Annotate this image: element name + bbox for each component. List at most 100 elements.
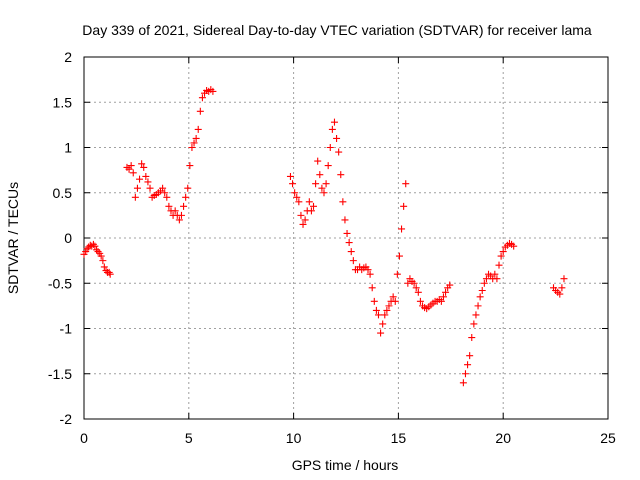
data-point <box>127 162 135 170</box>
data-point <box>324 162 332 170</box>
data-point <box>474 302 482 310</box>
y-tick-label: 2 <box>64 49 72 65</box>
data-point <box>86 241 94 249</box>
y-tick-label: 1.5 <box>53 94 73 110</box>
data-point <box>307 207 315 215</box>
data-point <box>106 270 114 278</box>
y-tick-label: 0 <box>64 230 72 246</box>
data-point <box>159 184 167 192</box>
data-segment-4 <box>459 239 518 387</box>
data-point <box>100 263 108 271</box>
data-point <box>305 198 313 206</box>
data-point <box>177 211 185 219</box>
data-point <box>472 311 480 319</box>
data-point <box>468 334 476 342</box>
data-point <box>175 216 183 224</box>
data-point <box>163 193 171 201</box>
data-segment-5 <box>550 275 568 298</box>
data-point <box>364 266 372 274</box>
data-point <box>470 320 478 328</box>
data-point <box>466 352 474 360</box>
data-point <box>209 87 217 95</box>
data-point <box>146 184 154 192</box>
data-point <box>510 242 518 250</box>
data-point <box>330 118 338 126</box>
data-point <box>410 279 418 287</box>
data-point <box>295 198 303 206</box>
data-point <box>400 202 408 210</box>
data-point <box>289 180 297 188</box>
data-point <box>402 180 410 188</box>
data-point <box>482 275 490 283</box>
data-point <box>343 229 351 237</box>
data-point <box>136 175 144 183</box>
data-point <box>320 189 328 197</box>
data-point <box>192 134 200 142</box>
axis-ticks <box>83 56 609 420</box>
y-tick-label: -0.5 <box>48 275 72 291</box>
data-point <box>391 297 399 305</box>
data-point <box>312 180 320 188</box>
y-axis-label: SDTVAR / TECUs <box>5 182 21 294</box>
data-point <box>379 320 387 328</box>
x-tick-label: 0 <box>80 430 88 446</box>
data-point <box>395 252 403 260</box>
data-point <box>333 134 341 142</box>
data-point <box>129 169 137 177</box>
data-point <box>345 239 353 247</box>
data-point <box>180 202 188 210</box>
data-point <box>385 302 393 310</box>
data-point <box>461 370 469 378</box>
data-point <box>301 216 309 224</box>
x-tick-label: 20 <box>495 430 511 446</box>
data-point <box>497 252 505 260</box>
data-point <box>349 257 357 265</box>
data-point <box>316 171 324 179</box>
data-point <box>368 284 376 292</box>
data-point <box>328 125 336 133</box>
data-point <box>196 107 204 115</box>
data-point <box>125 165 133 173</box>
data-point <box>412 284 420 292</box>
data-point <box>339 198 347 206</box>
data-point <box>499 248 507 256</box>
data-point <box>138 160 146 168</box>
data-point <box>370 297 378 305</box>
grid-lines <box>83 56 609 420</box>
chart-title: Day 339 of 2021, Sidereal Day-to-day VTE… <box>82 22 592 38</box>
data-point <box>198 94 206 102</box>
data-point <box>297 211 305 219</box>
data-point <box>184 184 192 192</box>
y-tick-label: -2 <box>60 411 73 427</box>
data-point <box>337 171 345 179</box>
data-point <box>560 275 568 283</box>
data-segment-2 <box>123 86 217 224</box>
data-point <box>144 178 152 186</box>
x-tick-labels: 0 5 10 15 20 25 <box>80 430 616 446</box>
data-point <box>381 311 389 319</box>
data-point <box>464 361 472 369</box>
data-point <box>383 306 391 314</box>
data-point <box>459 379 467 387</box>
data-point <box>439 293 447 301</box>
data-point <box>93 246 101 254</box>
data-point <box>322 180 330 188</box>
data-point <box>493 275 501 283</box>
data-point <box>182 193 190 201</box>
data-point <box>341 216 349 224</box>
data-point <box>495 261 503 269</box>
data-point <box>374 311 382 319</box>
data-point <box>414 288 422 296</box>
y-tick-label: -1.5 <box>48 366 72 382</box>
data-point <box>393 270 401 278</box>
x-tick-label: 5 <box>185 430 193 446</box>
data-point <box>133 184 141 192</box>
data-point <box>299 220 307 228</box>
x-axis-label: GPS time / hours <box>292 457 399 473</box>
data-point <box>437 297 445 305</box>
y-tick-label: -1 <box>60 321 73 337</box>
data-point <box>94 248 102 256</box>
data-point <box>291 189 299 197</box>
data-point <box>190 139 198 147</box>
data-segment-3 <box>286 118 454 337</box>
